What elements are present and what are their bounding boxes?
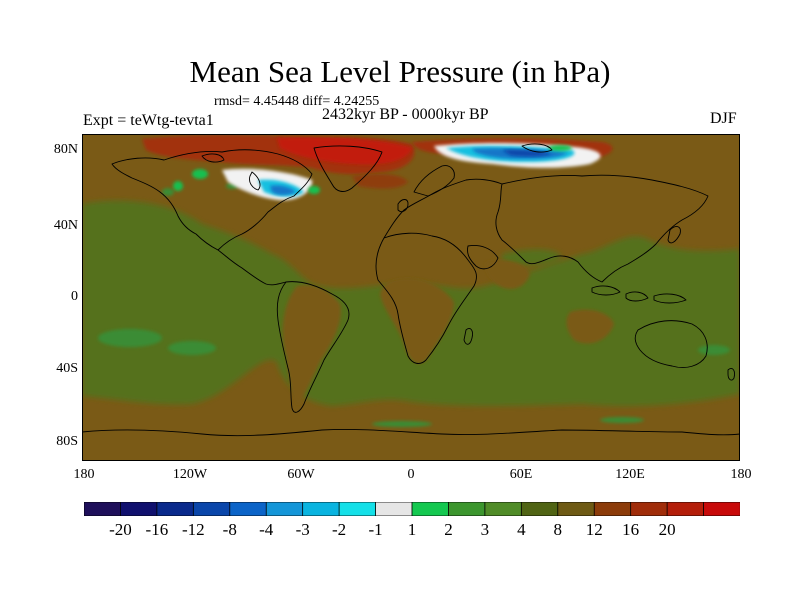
lat-label: 0	[71, 289, 78, 304]
field-north-america-low	[222, 168, 313, 201]
colorbar-swatch	[192, 502, 231, 516]
colorbar-label: -1	[368, 520, 383, 539]
colorbar-swatch	[375, 502, 413, 516]
colorbar-swatch	[265, 502, 304, 516]
colorbar-label: 20	[658, 520, 676, 539]
lat-label: 80S	[56, 434, 78, 449]
colorbar-swatch	[630, 502, 668, 516]
map-title: Mean Sea Level Pressure (in hPa)	[189, 54, 611, 89]
field-green-rims	[173, 145, 572, 194]
colorbar-swatch	[84, 502, 122, 516]
lon-label: 0	[407, 467, 415, 482]
colorbar-swatch	[703, 502, 740, 516]
colorbar-label: -8	[222, 520, 237, 539]
colorbar-label: -4	[259, 520, 274, 539]
experiment-label: Expt = teWtg-tevta1	[83, 112, 214, 129]
map-frame	[82, 134, 740, 461]
colorbar-label: 16	[622, 520, 640, 539]
season-label: DJF	[710, 110, 737, 127]
colorbar-label: 2	[444, 520, 453, 539]
lon-label: 180	[730, 467, 752, 482]
colorbar-label: 3	[480, 520, 490, 539]
colorbar-swatch	[520, 502, 559, 516]
pressure-anomaly-map	[82, 134, 740, 461]
lat-label: 80N	[53, 142, 78, 157]
lon-label: 180	[73, 467, 95, 482]
lon-label: 120E	[615, 467, 645, 482]
colorbar-label: 1	[407, 520, 417, 539]
colorbar-swatch	[338, 502, 377, 516]
colorbar-label: -3	[295, 520, 310, 539]
colorbar-swatch	[302, 502, 340, 516]
colorbar-swatch	[120, 502, 158, 516]
colorbar-label: -16	[145, 520, 169, 539]
colorbar-label: 12	[585, 520, 603, 539]
colorbar-label: -20	[109, 520, 132, 539]
rmsd-diff-stats: rmsd= 4.45448 diff= 4.24255	[214, 94, 380, 109]
lon-label: 60E	[509, 467, 533, 482]
colorbar-swatch	[156, 502, 195, 516]
coastlines	[82, 143, 740, 437]
lon-label: 120W	[172, 467, 208, 482]
colorbar-swatch	[557, 502, 595, 516]
period-label: 2432kyr BP - 0000kyr BP	[322, 106, 489, 123]
colorbar-swatch	[229, 502, 267, 516]
lat-label: 40S	[56, 361, 78, 376]
colorbar-swatch	[448, 502, 486, 516]
field-land-brown	[282, 260, 614, 406]
colorbar-swatch	[666, 502, 705, 516]
colorbar-swatch	[484, 502, 523, 516]
lat-label: 40N	[53, 218, 78, 233]
colorbar-swatch	[411, 502, 450, 516]
colorbar-label: -12	[181, 520, 205, 539]
colorbar-label: 4	[517, 520, 526, 539]
colorbar-swatch	[593, 502, 632, 516]
colorbar	[84, 502, 740, 516]
lon-label: 60W	[287, 467, 315, 482]
colorbar-label: -2	[332, 520, 347, 539]
colorbar-label: 8	[553, 520, 563, 539]
